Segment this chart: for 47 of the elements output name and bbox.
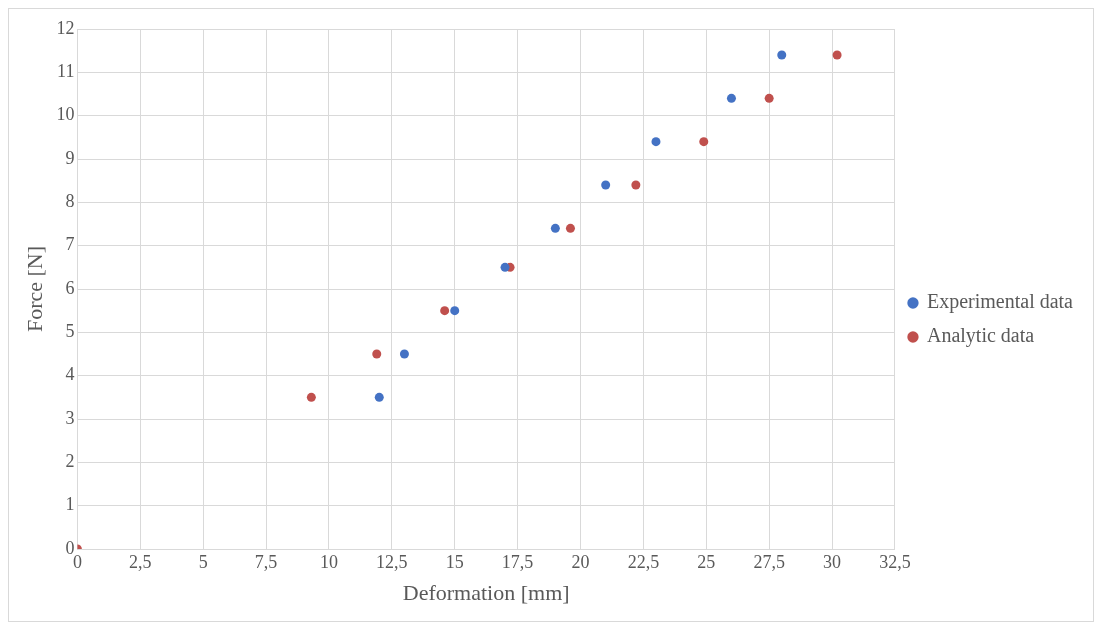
legend-label: Analytic data <box>926 324 1035 348</box>
x-tick-label: 12,5 <box>376 551 408 572</box>
point <box>399 349 409 359</box>
y-tick-label: 6 <box>65 277 75 298</box>
x-tick-label: 27,5 <box>753 551 785 572</box>
x-tick-label: 30 <box>823 551 842 572</box>
y-tick-label: 5 <box>65 321 75 342</box>
x-tick-label: 15 <box>445 551 464 572</box>
point <box>500 262 510 272</box>
point <box>440 306 450 316</box>
point <box>651 137 661 147</box>
x-tick-label: 22,5 <box>627 551 660 572</box>
y-tick-label: 1 <box>65 494 75 515</box>
point <box>374 392 384 402</box>
legend-label: Experimental data <box>926 290 1074 314</box>
y-axis-title: Force [N] <box>21 245 47 333</box>
y-tick-label: 2 <box>65 451 75 472</box>
y-tick-label: 10 <box>56 104 75 125</box>
point <box>726 93 736 103</box>
point <box>832 50 842 60</box>
x-tick-label: 32,5 <box>879 551 911 572</box>
y-tick-label: 4 <box>65 364 75 385</box>
point <box>699 137 709 147</box>
x-tick-label: 2,5 <box>129 551 152 572</box>
point <box>450 306 460 316</box>
point <box>764 93 774 103</box>
x-tick-label: 20 <box>571 551 590 572</box>
x-tick-label: 25 <box>697 551 716 572</box>
point <box>631 180 641 190</box>
y-tick-label: 0 <box>65 537 75 558</box>
x-tick-label: 17,5 <box>501 551 534 572</box>
point <box>601 180 611 190</box>
y-tick-label: 12 <box>56 17 75 38</box>
point <box>372 349 382 359</box>
x-tick-label: 10 <box>319 551 338 572</box>
y-tick-label: 9 <box>65 147 75 168</box>
x-tick-label: 7,5 <box>254 551 278 572</box>
x-tick-label: 5 <box>198 551 208 572</box>
y-tick-label: 7 <box>65 234 75 255</box>
point <box>550 223 560 233</box>
point <box>565 223 575 233</box>
y-tick-label: 11 <box>57 61 75 82</box>
point <box>777 50 787 60</box>
y-tick-label: 8 <box>65 191 75 212</box>
x-axis-title: Deformation [mm] <box>402 579 570 605</box>
y-tick-label: 3 <box>65 407 75 428</box>
point <box>306 392 316 402</box>
